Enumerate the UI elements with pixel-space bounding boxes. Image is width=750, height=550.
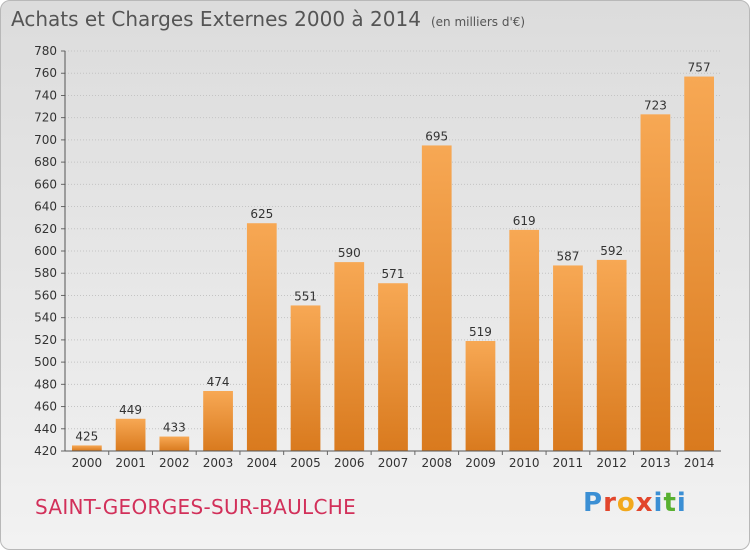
data-label: 757 — [688, 61, 711, 75]
data-label: 723 — [644, 98, 667, 112]
data-label: 571 — [382, 267, 405, 281]
y-tick-label: 760 — [34, 66, 57, 80]
x-tick-label: 2008 — [421, 456, 452, 470]
bar — [596, 259, 627, 451]
bar — [246, 223, 277, 451]
data-label: 619 — [513, 214, 536, 228]
x-tick-label: 2011 — [553, 456, 584, 470]
x-tick-label: 2010 — [509, 456, 540, 470]
proxiti-logo: Proxiti — [583, 488, 687, 518]
logo-letter: o — [616, 488, 636, 518]
bar — [378, 283, 408, 451]
y-tick-label: 580 — [34, 266, 57, 280]
y-tick-label: 520 — [34, 333, 57, 347]
bar — [115, 418, 146, 451]
logo-letter: i — [676, 488, 687, 518]
x-tick-label: 2006 — [334, 456, 365, 470]
logo-letter: P — [583, 488, 604, 518]
data-label: 625 — [250, 207, 273, 221]
x-tick-labels: 2000 2001 2002 2003 2004 2005 2006 2007 2008 2009… — [72, 451, 715, 470]
data-label: 474 — [207, 375, 230, 389]
x-tick-label: 2009 — [465, 456, 496, 470]
y-tick-label: 780 — [34, 44, 57, 58]
data-label: 519 — [469, 325, 492, 339]
bar — [334, 262, 365, 451]
bar — [684, 76, 715, 452]
y-tick-label: 660 — [34, 177, 57, 191]
data-label: 449 — [119, 403, 142, 417]
logo-letter: i — [653, 488, 664, 518]
y-tick-label: 540 — [34, 311, 57, 325]
data-label: 425 — [75, 429, 98, 443]
y-tick-label: 460 — [34, 400, 57, 414]
chart-title-text: Achats et Charges Externes 2000 à 2014 — [11, 7, 421, 31]
x-tick-label: 2013 — [640, 456, 671, 470]
y-tick-label: 720 — [34, 111, 57, 125]
x-tick-label: 2014 — [684, 456, 715, 470]
data-label: 590 — [338, 246, 361, 260]
data-label: 551 — [294, 289, 317, 303]
bar — [290, 305, 321, 451]
y-tick-label: 420 — [34, 444, 57, 458]
data-label: 433 — [163, 421, 186, 435]
x-tick-label: 2012 — [596, 456, 627, 470]
y-tick-label: 740 — [34, 88, 57, 102]
y-tick-label: 560 — [34, 288, 57, 302]
x-tick-label: 2004 — [247, 456, 278, 470]
y-tick-label: 680 — [34, 155, 57, 169]
bar — [553, 265, 583, 451]
x-tick-label: 2001 — [115, 456, 146, 470]
y-tick-labels: 420 440 460 480 500 520 540 560 580 600 620 640 660 6… — [34, 44, 57, 458]
data-label: 695 — [425, 129, 448, 143]
chart-subtitle: (en milliers d'€) — [430, 15, 526, 29]
axes — [64, 51, 721, 452]
x-tick-label: 2000 — [72, 456, 103, 470]
x-tick-label: 2003 — [203, 456, 234, 470]
y-tick-label: 600 — [34, 244, 57, 258]
logo-letter: r — [603, 488, 617, 518]
bar — [71, 445, 102, 451]
y-tick-label: 480 — [34, 377, 57, 391]
bars-group — [71, 76, 715, 452]
logo-letter: t — [663, 488, 677, 518]
x-tick-label: 2007 — [378, 456, 409, 470]
data-label: 592 — [600, 244, 623, 258]
data-labels: 425 449 433 474 625 551 590 571 695 519 619 587 592 7… — [75, 61, 710, 444]
y-tick-label: 500 — [34, 355, 57, 369]
y-tick-label: 700 — [34, 133, 57, 147]
x-tick-label: 2005 — [290, 456, 321, 470]
commune-name: SAINT-GEORGES-SUR-BAULCHE — [35, 495, 357, 519]
bar — [465, 341, 496, 451]
bar — [509, 229, 540, 451]
y-tick-label: 640 — [34, 200, 57, 214]
logo-letter: x — [635, 488, 654, 518]
bar — [203, 391, 233, 451]
bar — [159, 436, 190, 451]
y-tick-label: 620 — [34, 222, 57, 236]
y-tick-label: 440 — [34, 422, 57, 436]
chart-title: Achats et Charges Externes 2000 à 2014 (e… — [11, 7, 525, 31]
bar — [640, 114, 671, 451]
x-tick-label: 2002 — [159, 456, 190, 470]
data-label: 587 — [556, 249, 579, 263]
bar — [421, 145, 452, 451]
